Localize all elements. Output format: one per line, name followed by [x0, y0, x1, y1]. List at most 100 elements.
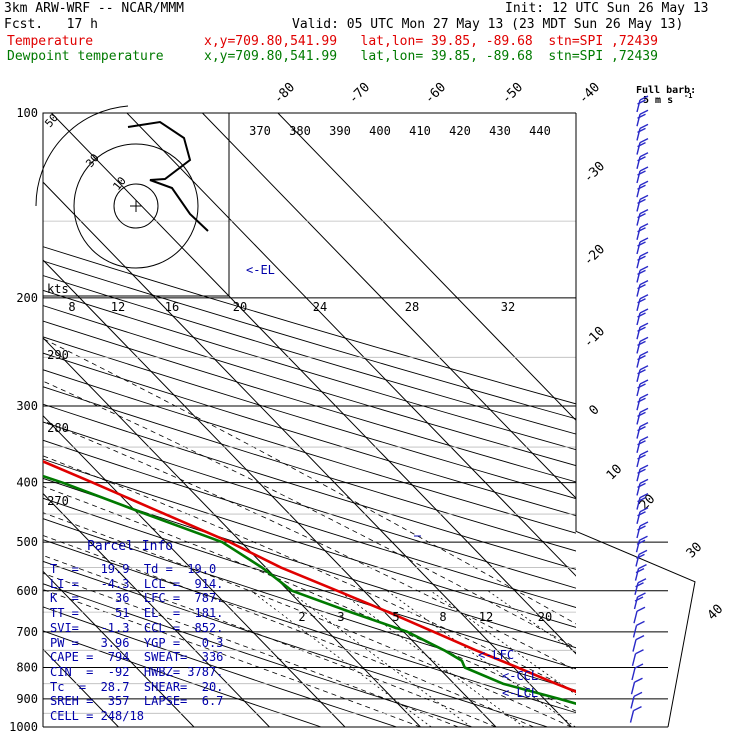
- lfc-marker: <-LFC: [478, 648, 514, 662]
- mixing-ratio-label: 20: [538, 610, 552, 624]
- wind-barb-flag: [639, 421, 649, 428]
- wind-barb-shaft: [636, 341, 641, 354]
- hodograph-ring-label: 50: [42, 111, 60, 130]
- wind-barb: [636, 208, 649, 226]
- theta-tick-label: 390: [329, 124, 351, 138]
- temperature-tick-label: 0: [586, 402, 602, 418]
- wind-barb-flag: [637, 397, 646, 403]
- wind-barb-flag: [639, 237, 649, 243]
- theta-tick-label: 420: [449, 124, 471, 138]
- wind-barb-shaft: [634, 582, 639, 595]
- wind-barb-shaft: [636, 469, 641, 482]
- el-marker: <-EL: [246, 263, 275, 277]
- wind-barb-shaft: [630, 696, 635, 709]
- wind-barb-shaft: [633, 611, 638, 624]
- wind-barb-flag: [633, 691, 643, 698]
- isotherm-line: [202, 113, 576, 499]
- wind-barb-flag: [634, 663, 644, 669]
- mixing-ratio-line: [487, 590, 576, 654]
- parcel-row: TT = 51 EL = 181.: [50, 606, 224, 621]
- hodograph-box: [42, 112, 230, 297]
- barb-legend-title: Full barb:: [636, 85, 696, 96]
- wind-barb-flag: [639, 208, 649, 215]
- wind-barb: [636, 294, 649, 311]
- lcl-marker: <-LCL: [502, 686, 538, 700]
- wind-barb: [636, 464, 649, 482]
- wind-barb-flag: [639, 308, 649, 314]
- pressure-tick-label: 500: [16, 535, 38, 549]
- pressure-tick-label: 900: [16, 692, 38, 706]
- theta-tick-label: 430: [489, 124, 511, 138]
- wind-barb: [636, 152, 649, 169]
- mixing-ratio-label: 2: [298, 610, 305, 624]
- pressure-tick-label: 600: [16, 584, 38, 598]
- dewpoint-station-info: x,y=709.80,541.99 lat,lon= 39.85, -89.68…: [204, 49, 658, 64]
- wind-barb-shaft: [636, 270, 641, 283]
- parcel-row: CELL = 248/18: [50, 709, 144, 723]
- wind-barb-flag: [639, 492, 649, 499]
- temperature-tick-label: 10: [604, 462, 626, 484]
- wind-barb-shaft: [636, 383, 641, 397]
- wind-barb-flag: [637, 127, 646, 134]
- wind-barb-shaft: [636, 284, 641, 297]
- temperature-tick-label: -50: [499, 80, 526, 107]
- wind-barb-flag: [637, 496, 646, 503]
- dewpoint-curve: [43, 474, 576, 705]
- pressure-tick-label: 800: [16, 660, 38, 674]
- wind-barb-flag: [636, 553, 645, 560]
- wind-barb-shaft: [636, 355, 641, 368]
- temperature-tick-label: -70: [346, 80, 373, 107]
- pressure-tick-label: 400: [16, 476, 38, 490]
- pressure-tick-label: 300: [16, 399, 38, 413]
- wind-barb-flag: [637, 312, 646, 318]
- speed-tick-label: 8: [68, 300, 75, 314]
- wind-barb-flag: [637, 440, 646, 446]
- wind-barb: [636, 137, 649, 155]
- wind-barb-flag: [637, 354, 646, 361]
- wind-barb-flag: [637, 578, 647, 584]
- wind-barb-flag: [637, 255, 646, 261]
- theta-side-label: 290: [47, 348, 69, 362]
- isotherm-line: [43, 492, 270, 727]
- wind-barb-flag: [637, 592, 646, 598]
- speed-tick-label: 32: [501, 300, 515, 314]
- temperature-tick-label: -10: [581, 324, 608, 351]
- dewpoint-legend: Dewpoint temperature: [7, 49, 164, 64]
- wind-barb: [636, 436, 649, 453]
- hodograph-trace: [127, 120, 209, 232]
- wind-barb-shaft: [636, 128, 641, 141]
- parcel-row: SVI= -1.3 CCL = 852.: [50, 620, 224, 635]
- barb-legend-exponent: -1: [684, 92, 692, 100]
- wind-barb-shaft: [636, 483, 641, 496]
- wind-barb-flag: [633, 705, 642, 712]
- wind-barb: [636, 336, 649, 354]
- wind-barb-shaft: [636, 511, 641, 524]
- wind-barb-flag: [635, 634, 645, 641]
- wind-barb: [636, 279, 649, 297]
- mixing-ratio-label: 3: [337, 610, 344, 624]
- wind-barb-shaft: [634, 568, 640, 581]
- theta-tick-label: 370: [249, 124, 271, 138]
- wind-barb-flag: [637, 383, 646, 389]
- wind-barb-shaft: [632, 625, 638, 638]
- pressure-tick-label: 700: [16, 625, 38, 639]
- moist-adiabat-line: [43, 572, 459, 727]
- wind-barb-shaft: [629, 710, 635, 723]
- wind-barb-flag: [639, 166, 649, 172]
- wind-barb-flag: [639, 294, 649, 300]
- wind-barb-flag: [634, 596, 644, 602]
- wind-barb-shaft: [636, 497, 641, 510]
- wind-barb-flag: [637, 468, 646, 474]
- theta-tick-label: 440: [529, 124, 551, 138]
- temperature-legend: Temperature: [7, 34, 94, 49]
- theta-tick-label: 380: [289, 124, 311, 138]
- hodograph-ring: [113, 183, 159, 229]
- wind-barb: [636, 180, 649, 198]
- wind-barb-flag: [637, 198, 646, 205]
- wind-barb-shaft: [636, 114, 641, 127]
- wind-barb-flag: [637, 326, 646, 332]
- wind-barb: [636, 251, 649, 269]
- wind-barb-flag: [637, 212, 646, 219]
- wind-barb-flag: [639, 450, 649, 456]
- wind-barb: [636, 95, 649, 113]
